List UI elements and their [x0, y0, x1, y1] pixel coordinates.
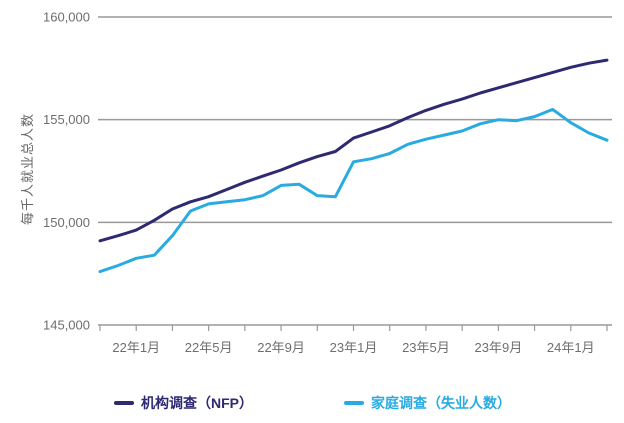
x-tick-label: 22年9月 — [257, 340, 305, 355]
chart-legend: 机构调查（NFP） 家庭调查（失业人数） — [0, 393, 624, 415]
legend-label-household: 家庭调查（失业人数） — [371, 395, 511, 411]
legend-item-nfp[interactable]: 机构调查（NFP） — [114, 393, 253, 413]
x-tick-label: 24年1月 — [547, 340, 595, 355]
x-tick-label: 23年1月 — [330, 340, 378, 355]
y-tick-label: 150,000 — [43, 215, 90, 230]
legend-label-nfp: 机构调查（NFP） — [141, 395, 253, 411]
y-tick-label: 155,000 — [43, 112, 90, 127]
household-line-swatch-icon — [344, 401, 364, 405]
nfp-series-line — [98, 58, 609, 243]
y-tick-label: 160,000 — [43, 10, 90, 25]
x-tick-label: 22年1月 — [112, 340, 160, 355]
household-series-line — [98, 107, 609, 274]
x-tick-label: 22年5月 — [185, 340, 233, 355]
x-tick-label: 23年9月 — [475, 340, 523, 355]
nfp-line-swatch-icon — [114, 401, 134, 405]
legend-item-household[interactable]: 家庭调查（失业人数） — [344, 393, 511, 413]
employment-line-chart: 145,000 150,000 155,000 160,000 22年1月 22年5月 22… — [43, 10, 612, 355]
y-tick-label: 145,000 — [43, 318, 90, 333]
x-tick-label: 23年5月 — [402, 340, 450, 355]
